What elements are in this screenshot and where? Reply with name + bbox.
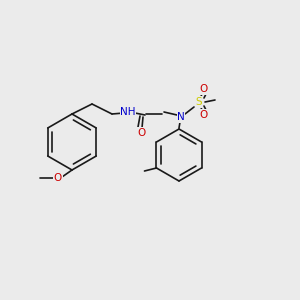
Text: S: S xyxy=(196,97,202,107)
Text: O: O xyxy=(54,173,62,183)
Text: O: O xyxy=(199,110,207,120)
Text: NH: NH xyxy=(120,107,136,117)
Text: N: N xyxy=(177,112,185,122)
Text: O: O xyxy=(199,84,207,94)
Text: O: O xyxy=(137,128,145,138)
